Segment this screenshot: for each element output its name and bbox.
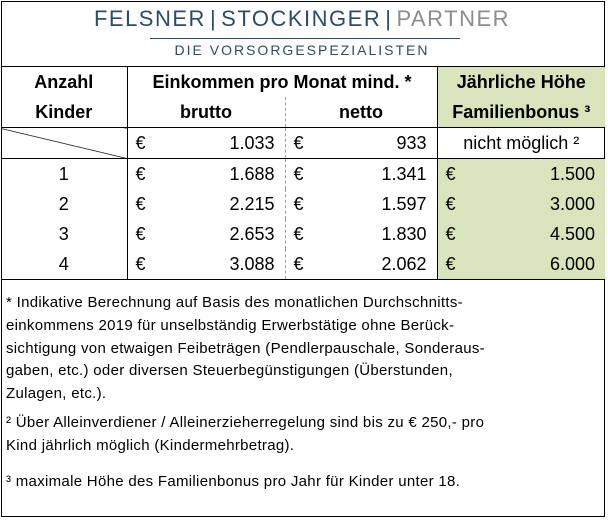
footnote-1-line: sichtigung von etwaigen Feibeträgen (Pen… <box>6 339 485 357</box>
currency-symbol: € <box>127 249 159 280</box>
logo-name-felsner: FELSNER <box>93 6 206 31</box>
header-anzahl: Anzahl <box>1 66 128 97</box>
footnote-2-line: ² Über Alleinverdiener / Alleinerzieherr… <box>6 413 485 431</box>
footnote-1-line: * Indikative Berechnung auf Basis des mo… <box>6 294 463 311</box>
netto-value: 1.341 <box>317 158 438 189</box>
logo-name: FELSNER | STOCKINGER | PARTNER <box>0 6 604 32</box>
bonus-value: 6.000 <box>549 253 596 274</box>
brutto-value: 2.653 <box>159 219 286 249</box>
currency-symbol: € <box>293 193 304 214</box>
header-kinder: Kinder <box>1 97 128 128</box>
currency-symbol: € <box>293 163 304 184</box>
bonus-cell: €6.000 <box>437 249 606 280</box>
kids-count: 2 <box>1 189 128 219</box>
brutto-value: 1.688 <box>159 158 286 189</box>
header-row-1: Anzahl Einkommen pro Monat mind. * Jährl… <box>1 66 606 97</box>
footnote-1-line: gaben, etc.) oder diversen Steuerbegünst… <box>6 362 453 380</box>
table-row: 1 € 1.688 € 1.341 €1.500 <box>1 158 606 189</box>
header-row-2: Kinder brutto netto Familienbonus ³ <box>1 97 606 128</box>
netto-value: 2.062 <box>317 249 438 280</box>
bonus-not-possible: nicht möglich ² <box>437 127 606 159</box>
netto-value: 933 <box>317 127 438 159</box>
currency-symbol: € <box>445 163 456 184</box>
currency-symbol: € <box>445 193 456 214</box>
table-row: 3 € 2.653 € 1.830 €4.500 <box>1 219 606 249</box>
company-logo: FELSNER | STOCKINGER | PARTNER DIE VORSORGES… <box>0 6 604 58</box>
logo-name-stockinger: STOCKINGER <box>221 6 382 31</box>
table-row: 4 € 3.088 € 2.062 €6.000 <box>1 249 606 280</box>
currency-symbol: € <box>285 127 317 159</box>
footnotes: * Indikative Berechnung auf Basis des mo… <box>6 292 598 493</box>
bonus-value: 4.500 <box>549 223 596 244</box>
bonus-cell: €1.500 <box>437 158 606 189</box>
bonus-value: 3.000 <box>549 193 596 214</box>
footnote-2-line: Kind jährlich möglich (Kindermehrbetrag)… <box>6 436 295 454</box>
header-brutto: brutto <box>127 97 286 128</box>
logo-separator: | <box>209 6 218 31</box>
netto-value: 1.597 <box>317 189 438 219</box>
footnote-1-line: einkommens 2019 für unselbständig Erwerb… <box>6 316 455 334</box>
currency-symbol: € <box>445 223 456 244</box>
logo-name-partner: PARTNER <box>396 6 511 31</box>
brutto-value: 1.033 <box>159 127 286 159</box>
header-netto: netto <box>285 97 438 128</box>
currency-symbol: € <box>135 193 146 214</box>
brutto-value: 2.215 <box>159 189 286 219</box>
header-familienbonus: Familienbonus ³ <box>437 97 606 128</box>
table-row: 2 € 2.215 € 1.597 €3.000 <box>1 189 606 219</box>
currency-symbol: € <box>135 223 146 244</box>
kids-count: 4 <box>1 249 128 280</box>
logo-separator: | <box>385 6 393 31</box>
kids-count: 3 <box>1 219 128 249</box>
familienbonus-table: Anzahl Einkommen pro Monat mind. * Jährl… <box>1 66 606 280</box>
netto-value: 1.830 <box>317 219 438 249</box>
diagonal-cell <box>1 127 128 159</box>
kids-count: 1 <box>1 158 128 189</box>
footnote-3: ³ maximale Höhe des Familienbonus pro Ja… <box>6 472 461 490</box>
bonus-cell: €4.500 <box>437 219 606 249</box>
currency-symbol: € <box>445 253 456 274</box>
bonus-cell: €3.000 <box>437 189 606 219</box>
footnote-1-line: Zulagen, etc.). <box>6 385 107 403</box>
brutto-value: 3.088 <box>159 249 286 280</box>
header-jaehrliche-hoehe: Jährliche Höhe <box>437 66 606 97</box>
currency-symbol: € <box>285 249 317 280</box>
logo-divider <box>150 38 460 39</box>
currency-symbol: € <box>127 127 159 159</box>
header-einkommen: Einkommen pro Monat mind. * <box>127 66 438 97</box>
logo-tagline: DIE VORSORGESPEZIALISTEN <box>174 42 430 58</box>
currency-symbol: € <box>293 223 304 244</box>
bonus-value: 1.500 <box>549 163 596 184</box>
currency-symbol: € <box>135 163 146 184</box>
base-row: € 1.033 € 933 nicht möglich ² <box>1 127 606 159</box>
